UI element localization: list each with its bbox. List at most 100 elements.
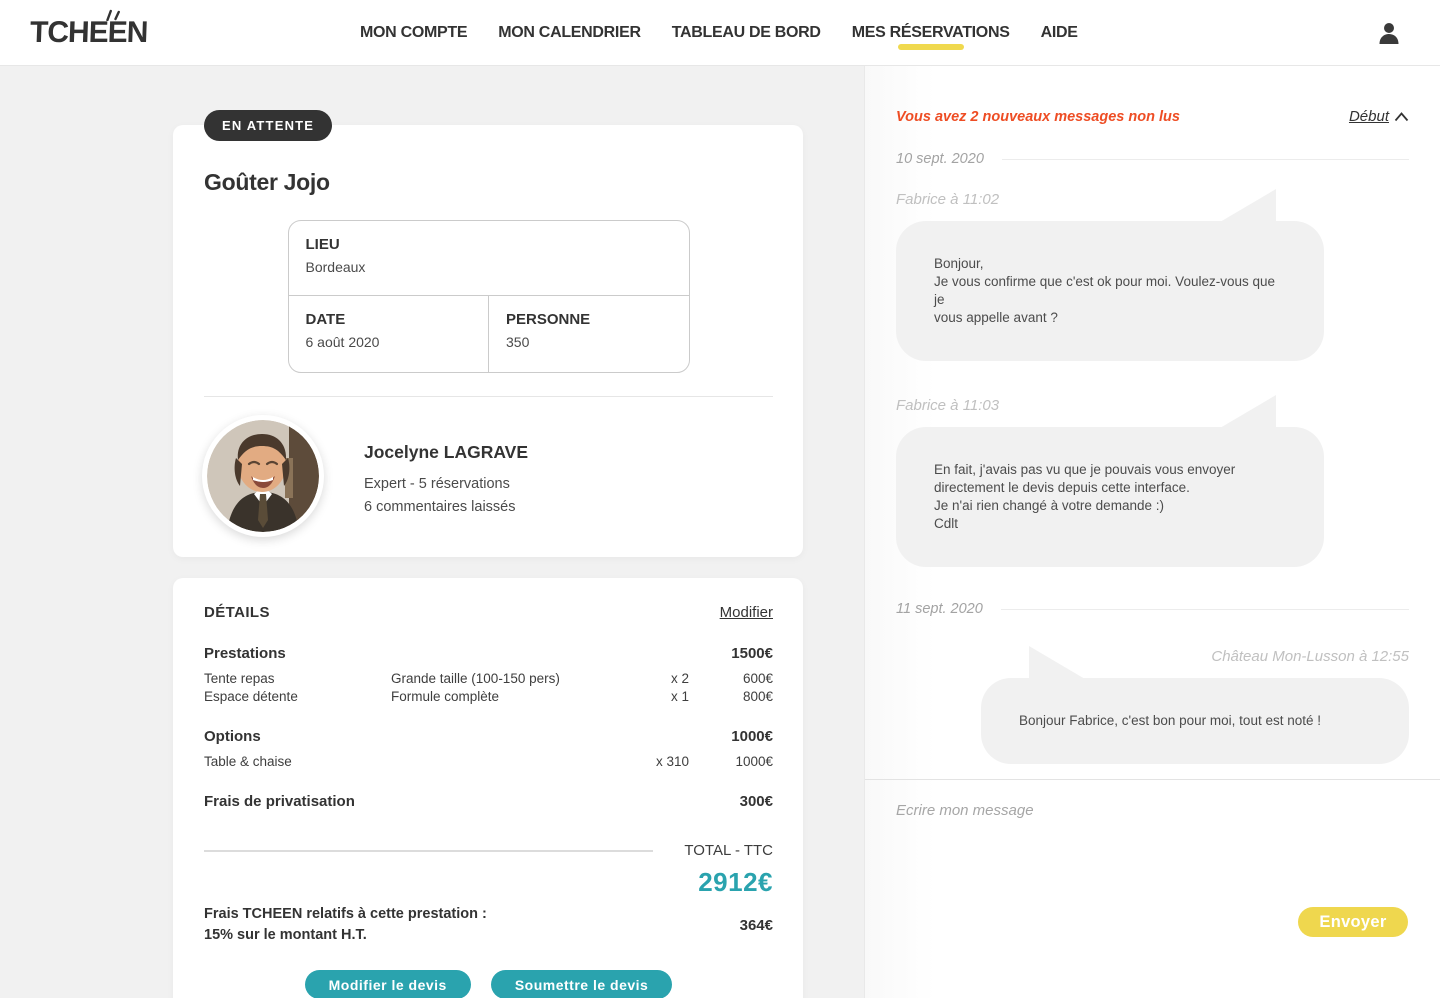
item-qty: x 1 [670,689,689,704]
item-row: Espace détente Formule complète x 1 800€ [204,688,773,706]
section-name: Options [204,728,261,745]
tcheen-fees-text: Frais TCHEEN relatifs à cette prestation… [204,904,487,946]
nav-label: AIDE [1040,23,1078,41]
personne-label: PERSONNE [506,311,591,328]
total-value: 2912€ [698,867,773,897]
submit-quote-button[interactable]: Soumettre le devis [490,970,673,998]
message-input[interactable] [896,802,1409,907]
contact-level: Expert - 5 réservations [364,476,510,492]
personne-value: 350 [506,334,530,350]
messages-pane: Vous avez 2 nouveaux messages non lus Dé… [864,66,1440,998]
nav-label: MON COMPTE [360,23,468,41]
nav-item-mes-reservations[interactable]: MES RÉSERVATIONS [852,0,1010,65]
content-area: EN ATTENTE Goûter Jojo LIEU Bordeaux DAT… [0,66,1440,998]
total-label: TOTAL - TTC [684,842,773,859]
item-desc: Formule complète [391,689,500,704]
active-tab-underline [897,44,964,50]
info-cell-personne: PERSONNE 350 [488,296,689,372]
reservation-title: Goûter Jojo [204,169,330,195]
quote-buttons-row: Modifier le devis Soumettre le devis [204,970,773,998]
date-line [1001,158,1409,160]
message-text: En fait, j'avais pas vu que je pouvais v… [934,462,1236,531]
logo-spark-icon [106,9,120,21]
contact-name: Jocelyne LAGRAVE [364,442,529,462]
message-meta: Château Mon-Lusson à 12:55 [1211,648,1409,665]
reservation-info-grid: LIEU Bordeaux DATE 6 août 2020 PERSONNE … [287,220,690,373]
section-total: 1500€ [731,645,773,662]
nav-item-tableau-de-bord[interactable]: TABLEAU DE BORD [672,0,821,65]
details-header: DÉTAILS Modifier [204,604,773,621]
messages-thread[interactable]: Vous avez 2 nouveaux messages non lus Dé… [865,66,1440,779]
unread-messages-notice: Vous avez 2 nouveaux messages non lus [896,108,1180,125]
tcheen-fees-row: Frais TCHEEN relatifs à cette prestation… [204,904,773,946]
message-bubble: Bonjour Fabrice, c'est bon pour moi, tou… [981,646,1409,764]
message-incoming: Fabrice à 11:02 Bonjour, Je vous confirm… [896,189,1409,361]
item-price: 1000€ [735,754,773,769]
item-price: 800€ [742,689,773,704]
details-card: DÉTAILS Modifier Prestations 1500€ Tente… [173,578,803,998]
total-row: TOTAL - TTC [204,842,773,859]
contact-row: Jocelyne LAGRAVE Expert - 5 réservations… [202,415,773,537]
section-prestations: Prestations 1500€ [204,645,773,662]
chevron-up-icon [1394,111,1409,121]
item-label: Table & chaise [204,754,292,769]
debut-label: Début [1348,108,1389,125]
nav-label: TABLEAU DE BORD [671,23,821,41]
message-bubble: En fait, j'avais pas vu que je pouvais v… [896,395,1324,567]
section-name: Prestations [204,645,286,662]
top-navbar: TCHEEN MON COMPTE MON CALENDRIER TABLEAU… [0,0,1440,66]
message-composer: Envoyer [865,779,1440,998]
item-desc: Grande taille (100-150 pers) [391,671,560,686]
item-row: Table & chaise x 310 1000€ [204,753,773,771]
total-divider [204,849,653,852]
status-badge: EN ATTENTE [204,110,333,141]
section-divider [204,396,773,397]
logo-text: TCHEEN [29,15,148,49]
item-desc [391,753,633,771]
reservation-card: EN ATTENTE Goûter Jojo LIEU Bordeaux DAT… [173,110,803,557]
message-meta: Fabrice à 11:03 [896,397,1000,414]
tcheen-fees-value: 364€ [739,916,773,934]
reservation-pane: EN ATTENTE Goûter Jojo LIEU Bordeaux DAT… [0,66,864,998]
contact-info: Jocelyne LAGRAVE Expert - 5 réservations… [364,442,528,515]
date-label: 10 sept. 2020 [896,151,984,167]
item-label: Tente repas [204,671,275,686]
message-text: Bonjour, Je vous confirme que c'est ok p… [934,256,1276,325]
avatar[interactable] [202,415,324,537]
message-meta: Fabrice à 11:02 [896,191,1000,208]
nav-label: MON CALENDRIER [498,23,641,41]
lieu-value: Bordeaux [305,259,366,275]
nav-label: MES RÉSERVATIONS [851,23,1010,41]
nav-item-aide[interactable]: AIDE [1041,0,1078,65]
section-frais-privatisation: Frais de privatisation 300€ [204,793,773,810]
date-value: 6 août 2020 [305,334,380,350]
item-label: Espace détente [204,689,298,704]
nav-item-mon-compte[interactable]: MON COMPTE [360,0,468,65]
details-title: DÉTAILS [204,604,270,621]
date-label: DATE [305,311,346,328]
lieu-label: LIEU [305,236,340,253]
scroll-to-start-link[interactable]: Début [1349,108,1409,125]
modify-quote-button[interactable]: Modifier le devis [304,970,471,998]
send-button[interactable]: Envoyer [1298,907,1408,937]
prestations-items: Tente repas Grande taille (100-150 pers)… [204,670,773,706]
section-total: 1000€ [731,728,773,745]
nav-item-mon-calendrier[interactable]: MON CALENDRIER [498,0,641,65]
user-account-icon[interactable] [1376,20,1402,46]
message-outgoing: Château Mon-Lusson à 12:55 Bonjour Fabri… [896,646,1409,764]
messages-header: Vous avez 2 nouveaux messages non lus Dé… [896,108,1409,125]
item-qty: x 2 [670,671,689,686]
message-bubble: Bonjour, Je vous confirme que c'est ok p… [896,189,1324,361]
date-label: 11 sept. 2020 [896,601,983,617]
message-incoming: Fabrice à 11:03 En fait, j'avais pas vu … [896,395,1409,567]
modify-details-link[interactable]: Modifier [719,604,773,621]
options-items: Table & chaise x 310 1000€ [204,753,773,771]
date-separator: 10 sept. 2020 [896,151,1409,167]
info-cell-lieu: LIEU Bordeaux [288,221,689,296]
section-options: Options 1000€ [204,728,773,745]
fees-line-2: 15% sur le montant H.T. [204,927,367,943]
logo[interactable]: TCHEEN [0,9,360,50]
message-text: Bonjour Fabrice, c'est bon pour moi, tou… [1019,713,1321,728]
info-cell-date: DATE 6 août 2020 [289,296,489,372]
